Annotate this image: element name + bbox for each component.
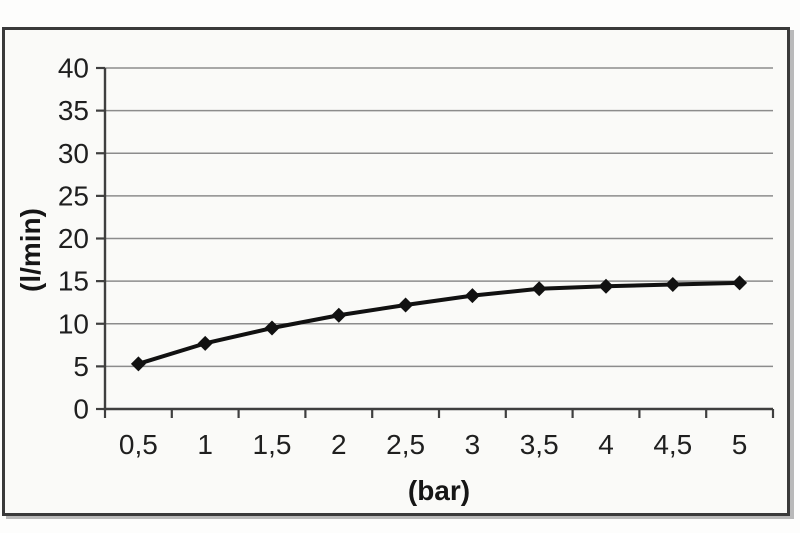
x-tick-label: 5 <box>732 429 748 460</box>
data-point-marker <box>531 281 547 297</box>
x-tick-label: 2,5 <box>386 429 425 460</box>
x-tick-label: 3 <box>465 429 481 460</box>
x-axis-label: (bar) <box>407 475 471 506</box>
x-tick-label: 0,5 <box>119 429 158 460</box>
x-tick-label: 1,5 <box>253 429 292 460</box>
y-tick-label: 15 <box>58 266 89 297</box>
y-tick-label: 10 <box>58 308 89 339</box>
x-tick-label: 3,5 <box>520 429 559 460</box>
data-point-marker <box>197 335 213 351</box>
flow-rate-line <box>136 280 742 366</box>
data-point-marker <box>331 307 347 323</box>
data-point-marker <box>598 278 614 294</box>
data-point-marker <box>665 277 681 293</box>
figure-frame <box>2 27 790 516</box>
y-axis-label: (l/min) <box>15 208 46 292</box>
data-point-marker <box>732 275 748 291</box>
x-tick-label: 4,5 <box>653 429 692 460</box>
y-tick-label: 35 <box>58 95 89 126</box>
y-tick-label: 25 <box>58 180 89 211</box>
x-tick-label: 2 <box>331 429 347 460</box>
y-tick-label: 20 <box>58 223 89 254</box>
data-point-marker <box>130 356 146 372</box>
y-tick-label: 40 <box>58 53 89 84</box>
y-tick-label: 30 <box>58 138 89 169</box>
data-point-marker <box>464 288 480 304</box>
y-tick-label: 0 <box>73 394 89 425</box>
data-point-marker <box>398 297 414 313</box>
data-point-marker <box>264 320 280 336</box>
x-tick-label: 1 <box>197 429 213 460</box>
x-tick-label: 4 <box>598 429 614 460</box>
y-tick-label: 5 <box>73 351 89 382</box>
